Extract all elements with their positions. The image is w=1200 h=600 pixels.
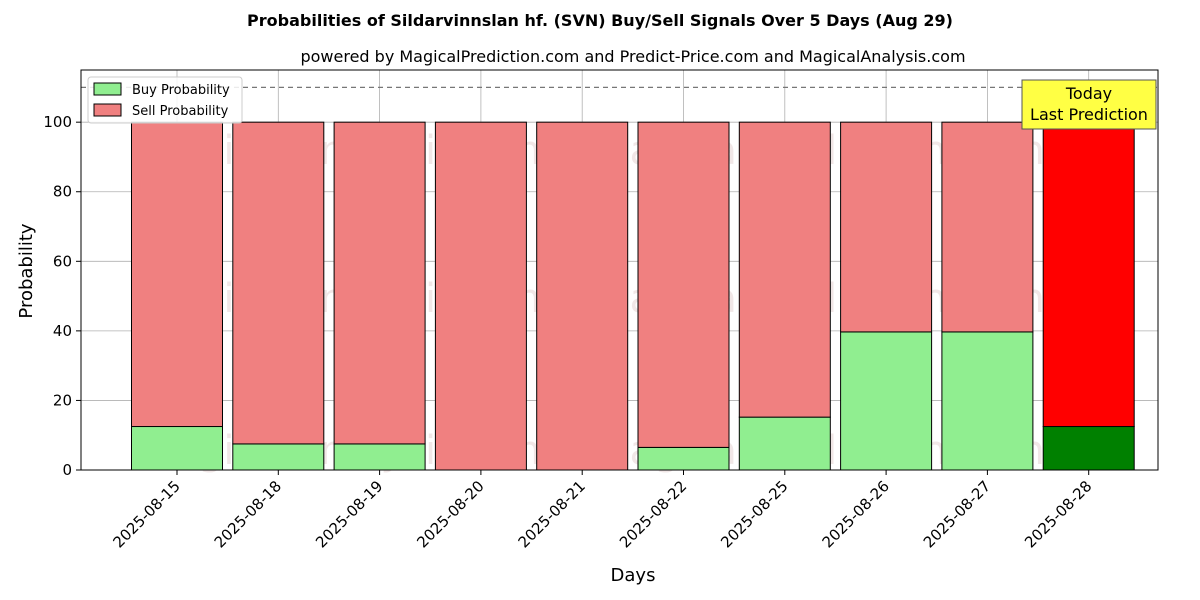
bar-sell-2025-08-18 [232,121,325,445]
bar-sell-2025-08-21 [536,121,629,471]
bar-sell-2025-08-20 [434,121,527,471]
legend-label-buy: Buy Probability [132,83,230,98]
bar-sell-2025-08-27 [941,121,1034,333]
x-tick-label: 2025-08-22 [616,477,690,551]
bar-sell-2025-08-28 [1042,121,1135,428]
x-axis: 2025-08-15 2025-08-18 2025-08-19 2025-08-20… [109,470,1096,551]
bar-buy-2025-08-19 [333,443,426,471]
bars [131,121,1135,471]
bar-buy-2025-08-15 [131,426,223,471]
x-tick-label: 2025-08-21 [515,477,589,551]
chart-title: Probabilities of Sildarvinnslan hf. (SVN… [247,11,953,30]
bar-buy-2025-08-26 [840,331,933,471]
y-tick-label: 80 [53,183,72,201]
bar-buy-2025-08-27 [941,331,1034,471]
y-axis-label: Probability [16,223,37,318]
legend-label-sell: Sell Probability [132,104,229,119]
x-tick-label: 2025-08-20 [413,477,487,551]
y-tick-label: 60 [53,252,72,270]
x-tick-label: 2025-08-15 [109,477,183,551]
bar-buy-2025-08-28 [1042,426,1135,471]
x-tick-label: 2025-08-25 [717,477,791,551]
bar-buy-2025-08-18 [232,443,325,471]
bar-sell-2025-08-25 [738,121,831,418]
y-tick-label: 20 [53,391,72,409]
today-annotation-box [1021,79,1157,130]
plot-frame [80,69,1159,471]
legend: Buy Probability Sell Probability [87,76,243,124]
bar-sell-2025-08-26 [840,121,933,333]
legend-box [87,76,243,124]
today-annotation-line-1: Today [1065,84,1112,103]
x-tick-label: 2025-08-18 [211,477,285,551]
x-tick-label: 2025-08-27 [920,477,994,551]
y-tick-label: 100 [43,113,72,131]
today-annotation-line-2: Last Prediction [1030,105,1148,124]
today-annotation: Today Last Prediction [1021,79,1157,130]
bar-sell-2025-08-22 [637,121,730,448]
x-tick-label: 2025-08-26 [819,477,893,551]
y-axis: 0 20 40 60 80 100 [43,113,81,479]
y-tick-label: 40 [53,322,72,340]
y-tick-label: 0 [62,461,72,479]
x-tick-label: 2025-08-19 [312,477,386,551]
bar-buy-2025-08-25 [738,416,831,471]
x-axis-label: Days [611,565,656,586]
chart-subtitle: powered by MagicalPrediction.com and Pre… [300,47,965,66]
bar-buy-2025-08-22 [637,446,730,471]
bar-sell-2025-08-19 [333,121,426,445]
legend-swatch-buy [93,82,122,96]
bar-sell-2025-08-15 [131,121,223,428]
legend-swatch-sell [93,103,122,117]
x-tick-label: 2025-08-28 [1021,477,1095,551]
